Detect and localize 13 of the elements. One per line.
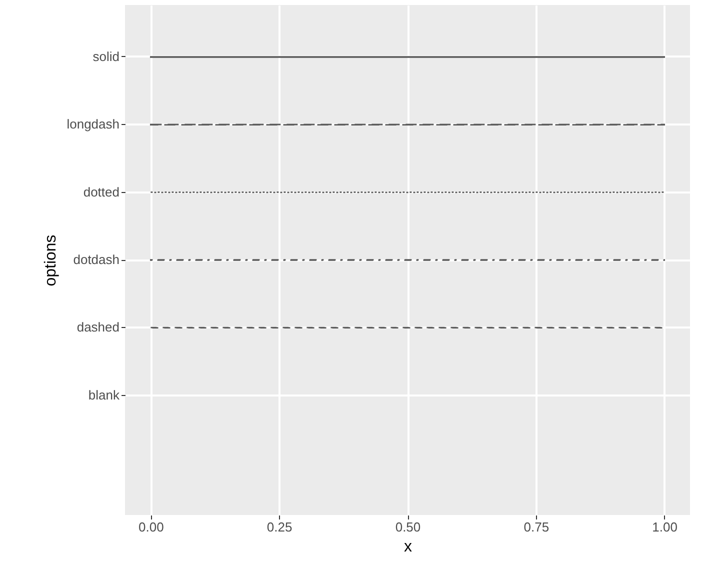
y-tick-label: dotted — [83, 184, 120, 200]
y-tick-label: blank — [88, 387, 120, 402]
y-tick-label: longdash — [66, 116, 120, 132]
y-tick-label: dashed — [76, 320, 120, 335]
y-tick-label: solid — [92, 48, 120, 64]
x-tick-label: 0.50 — [395, 520, 421, 534]
y-tick-label: dotdash — [73, 252, 120, 267]
x-tick-label: 0.75 — [524, 520, 550, 534]
y-axis-title: options — [42, 234, 60, 286]
x-tick-label: 0.25 — [266, 520, 292, 534]
x-tick-label: 0.00 — [138, 520, 164, 534]
x-tick-label: 1.00 — [652, 520, 678, 534]
x-axis-title: x — [404, 538, 412, 556]
